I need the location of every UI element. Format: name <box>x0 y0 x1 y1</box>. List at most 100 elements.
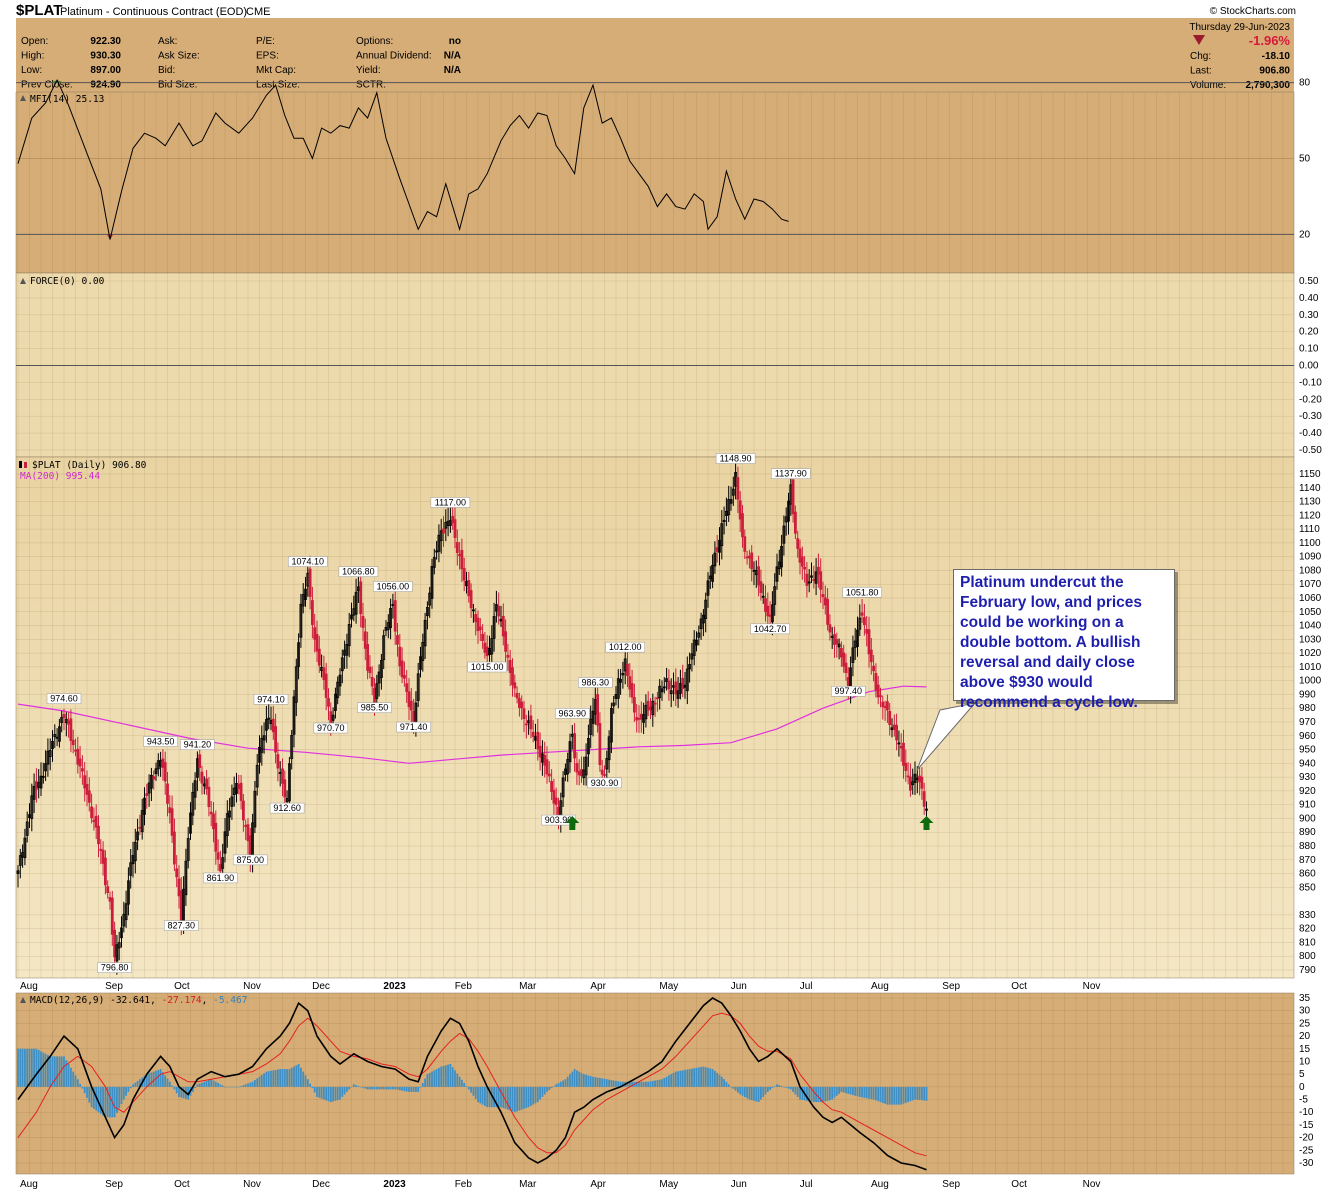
histogram-bar <box>382 1086 385 1090</box>
histogram-bar <box>357 1086 360 1087</box>
candle-body <box>212 813 215 830</box>
candle-body <box>439 530 443 542</box>
histogram-bar <box>51 1056 54 1087</box>
x-tick-label: Oct <box>174 1179 190 1190</box>
peak-label: 827.30 <box>168 921 196 931</box>
panel-marker-icon <box>20 278 26 284</box>
macd-histogram <box>17 1048 928 1118</box>
quote-label: Ask Size: <box>158 51 200 62</box>
candle-body <box>702 614 705 624</box>
peak-label: 1074.10 <box>292 557 325 567</box>
histogram-bar <box>753 1086 755 1101</box>
x-tick-label: Feb <box>455 1179 473 1190</box>
candle-body <box>225 813 229 837</box>
candle-body <box>918 775 921 783</box>
y-tick-label: -0.40 <box>1299 428 1322 439</box>
histogram-bar <box>573 1069 576 1087</box>
histogram-bar <box>677 1071 679 1087</box>
y-tick-label: 1070 <box>1299 579 1322 590</box>
candle-body <box>690 653 694 660</box>
histogram-bar <box>122 1086 125 1100</box>
candle-body <box>267 717 271 720</box>
histogram-bar <box>152 1071 155 1087</box>
quote-value: -18.10 <box>1262 51 1291 62</box>
histogram-bar <box>638 1081 640 1087</box>
histogram-bar <box>293 1066 295 1087</box>
peak-label-box <box>467 661 507 673</box>
candle-body <box>458 553 462 557</box>
quote-label: Bid: <box>158 65 175 76</box>
histogram-bar <box>17 1048 19 1087</box>
histogram-bar <box>58 1056 61 1087</box>
quote-label: EPS: <box>256 51 279 62</box>
candle-body <box>580 769 583 777</box>
histogram-bar <box>341 1086 344 1097</box>
candle-body <box>667 680 671 690</box>
candle-body <box>665 678 668 683</box>
histogram-bar <box>918 1086 921 1101</box>
histogram-bar <box>104 1086 107 1118</box>
candle-body <box>92 819 96 822</box>
candle-body <box>720 523 724 547</box>
x-tick-label: Dec <box>312 981 330 992</box>
candle-body <box>283 779 287 798</box>
peak-label: 963.90 <box>559 708 587 718</box>
histogram-bar <box>863 1086 866 1098</box>
candle-body <box>30 795 34 819</box>
candle-body <box>812 579 816 581</box>
candle-body <box>685 668 689 692</box>
x-tick-label: Aug <box>871 981 889 992</box>
candle-body <box>405 683 409 692</box>
candle-body <box>333 693 337 711</box>
histogram-bar <box>796 1086 799 1097</box>
candle-body <box>398 646 402 667</box>
candle-body <box>216 852 220 860</box>
histogram-bar <box>824 1086 827 1102</box>
candle-body <box>729 499 733 504</box>
peak-label: 941.20 <box>184 740 212 750</box>
candle-body <box>603 774 606 776</box>
histogram-bar <box>566 1076 569 1087</box>
histogram-bar <box>309 1083 311 1087</box>
y-tick-label: 900 <box>1299 813 1316 824</box>
candle-body <box>292 696 296 735</box>
quote-label: P/E: <box>256 36 275 47</box>
histogram-bar <box>799 1086 801 1100</box>
candle-body <box>379 659 383 678</box>
histogram-bar <box>474 1086 477 1099</box>
histogram-bar <box>145 1074 148 1087</box>
symbol-title: $PLAT <box>16 2 62 19</box>
y-tick-label: -5 <box>1299 1095 1308 1106</box>
candle-body <box>460 549 464 570</box>
candle-body <box>41 775 45 778</box>
histogram-bar <box>164 1075 167 1087</box>
histogram-bar <box>447 1064 449 1087</box>
quote-label: Annual Dividend: <box>356 51 432 62</box>
y-tick-label: 1040 <box>1299 621 1322 632</box>
x-tick-label: Dec <box>312 1179 330 1190</box>
candle-legend-icon <box>19 461 22 468</box>
candle-body <box>16 870 20 874</box>
y-tick-label: 880 <box>1299 841 1316 852</box>
histogram-bar <box>350 1086 353 1088</box>
y-tick-label: 20 <box>1299 229 1311 240</box>
x-tick-label: Nov <box>1083 1179 1101 1190</box>
candle-body <box>366 644 370 671</box>
candle-body <box>798 548 802 563</box>
histogram-bar <box>116 1086 118 1113</box>
peak-label: 1012.00 <box>609 642 642 652</box>
x-tick-label: Jun <box>731 981 747 992</box>
candle-body <box>428 592 432 606</box>
candle-body <box>773 586 777 605</box>
candle-body <box>324 673 328 698</box>
y-tick-label: 1020 <box>1299 648 1322 659</box>
candle-body <box>117 942 121 949</box>
panel-marker-icon <box>20 95 26 101</box>
header-strip: $PLAT Platinum - Continuous Contract (EO… <box>16 2 1296 92</box>
candle-body <box>455 542 459 554</box>
histogram-bar <box>831 1086 834 1100</box>
candle-body <box>872 665 875 672</box>
candle-body <box>60 716 64 723</box>
histogram-bar <box>875 1086 877 1101</box>
x-tick-label: Jun <box>731 1179 747 1190</box>
